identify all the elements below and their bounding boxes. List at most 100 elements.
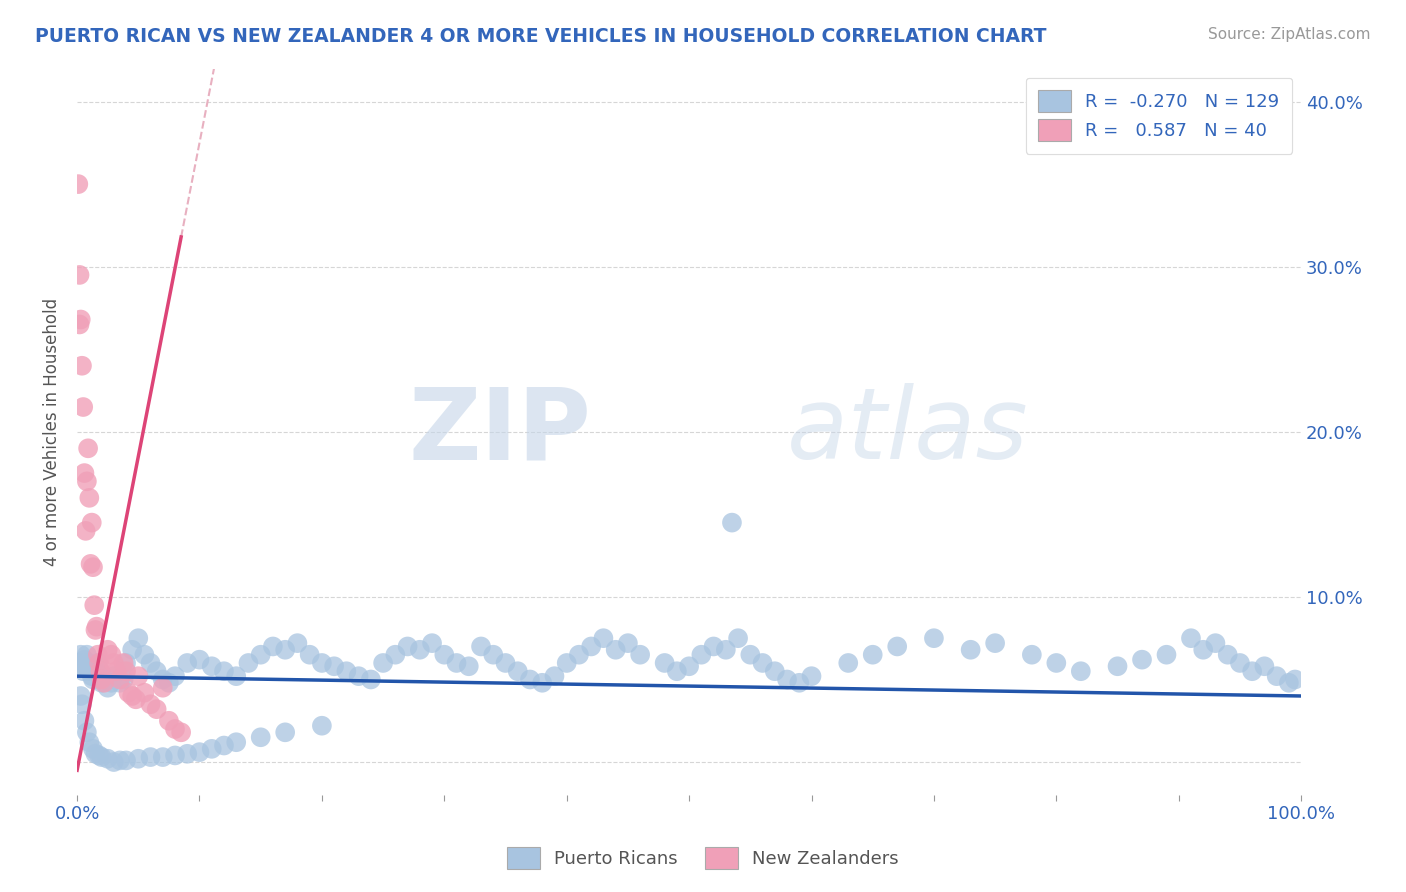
Point	[152, 681, 174, 695]
Point	[690, 648, 713, 662]
Point	[170, 725, 193, 739]
Point	[714, 642, 737, 657]
Point	[323, 659, 346, 673]
Point	[97, 752, 120, 766]
Point	[678, 659, 700, 673]
Point	[249, 648, 271, 662]
Point	[121, 689, 143, 703]
Point	[76, 648, 98, 662]
Point	[446, 656, 468, 670]
Text: PUERTO RICAN VS NEW ZEALANDER 4 OR MORE VEHICLES IN HOUSEHOLD CORRELATION CHART: PUERTO RICAN VS NEW ZEALANDER 4 OR MORE …	[35, 27, 1046, 45]
Point	[86, 620, 108, 634]
Point	[482, 648, 505, 662]
Point	[201, 741, 224, 756]
Point	[311, 656, 333, 670]
Point	[163, 669, 186, 683]
Point	[984, 636, 1007, 650]
Point	[93, 675, 115, 690]
Point	[103, 669, 125, 683]
Point	[1216, 648, 1239, 662]
Point	[433, 648, 456, 662]
Point	[97, 681, 120, 695]
Point	[157, 714, 180, 728]
Point	[69, 648, 91, 662]
Point	[77, 442, 100, 456]
Point	[108, 673, 131, 687]
Point	[862, 648, 884, 662]
Point	[543, 669, 565, 683]
Point	[84, 623, 107, 637]
Point	[568, 648, 591, 662]
Point	[103, 656, 125, 670]
Point	[115, 656, 138, 670]
Point	[188, 745, 211, 759]
Point	[1045, 656, 1067, 670]
Point	[311, 719, 333, 733]
Point	[108, 675, 131, 690]
Point	[922, 631, 945, 645]
Point	[79, 491, 101, 505]
Point	[80, 516, 103, 530]
Point	[787, 675, 810, 690]
Point	[97, 642, 120, 657]
Point	[83, 598, 105, 612]
Point	[70, 359, 93, 373]
Point	[152, 673, 174, 687]
Point	[79, 659, 101, 673]
Point	[139, 750, 162, 764]
Point	[837, 656, 859, 670]
Point	[93, 673, 115, 687]
Point	[80, 669, 103, 683]
Point	[89, 664, 111, 678]
Point	[1265, 669, 1288, 683]
Point	[592, 631, 614, 645]
Point	[79, 735, 101, 749]
Point	[886, 640, 908, 654]
Point	[176, 656, 198, 670]
Point	[298, 648, 321, 662]
Point	[1107, 659, 1129, 673]
Point	[495, 656, 517, 670]
Point	[112, 656, 135, 670]
Point	[628, 648, 651, 662]
Point	[1241, 664, 1264, 678]
Point	[274, 642, 297, 657]
Point	[73, 714, 96, 728]
Point	[69, 689, 91, 703]
Point	[703, 640, 725, 654]
Point	[89, 664, 111, 678]
Point	[90, 673, 112, 687]
Point	[1229, 656, 1251, 670]
Point	[420, 636, 443, 650]
Point	[371, 656, 394, 670]
Point	[76, 475, 98, 489]
Point	[84, 747, 107, 761]
Point	[157, 675, 180, 690]
Point	[506, 664, 529, 678]
Point	[82, 741, 104, 756]
Point	[1204, 636, 1226, 650]
Point	[959, 642, 981, 657]
Point	[70, 659, 93, 673]
Text: ZIP: ZIP	[408, 384, 591, 480]
Point	[225, 735, 247, 749]
Point	[225, 669, 247, 683]
Point	[127, 752, 149, 766]
Point	[77, 656, 100, 670]
Point	[409, 642, 432, 657]
Point	[470, 640, 492, 654]
Point	[740, 648, 762, 662]
Point	[115, 664, 138, 678]
Point	[274, 725, 297, 739]
Point	[763, 664, 786, 678]
Point	[531, 675, 554, 690]
Point	[1156, 648, 1178, 662]
Point	[617, 636, 640, 650]
Point	[287, 636, 309, 650]
Point	[79, 557, 101, 571]
Point	[87, 648, 110, 662]
Point	[73, 466, 96, 480]
Point	[1253, 659, 1275, 673]
Legend: Puerto Ricans, New Zealanders: Puerto Ricans, New Zealanders	[498, 838, 908, 879]
Point	[1278, 675, 1301, 690]
